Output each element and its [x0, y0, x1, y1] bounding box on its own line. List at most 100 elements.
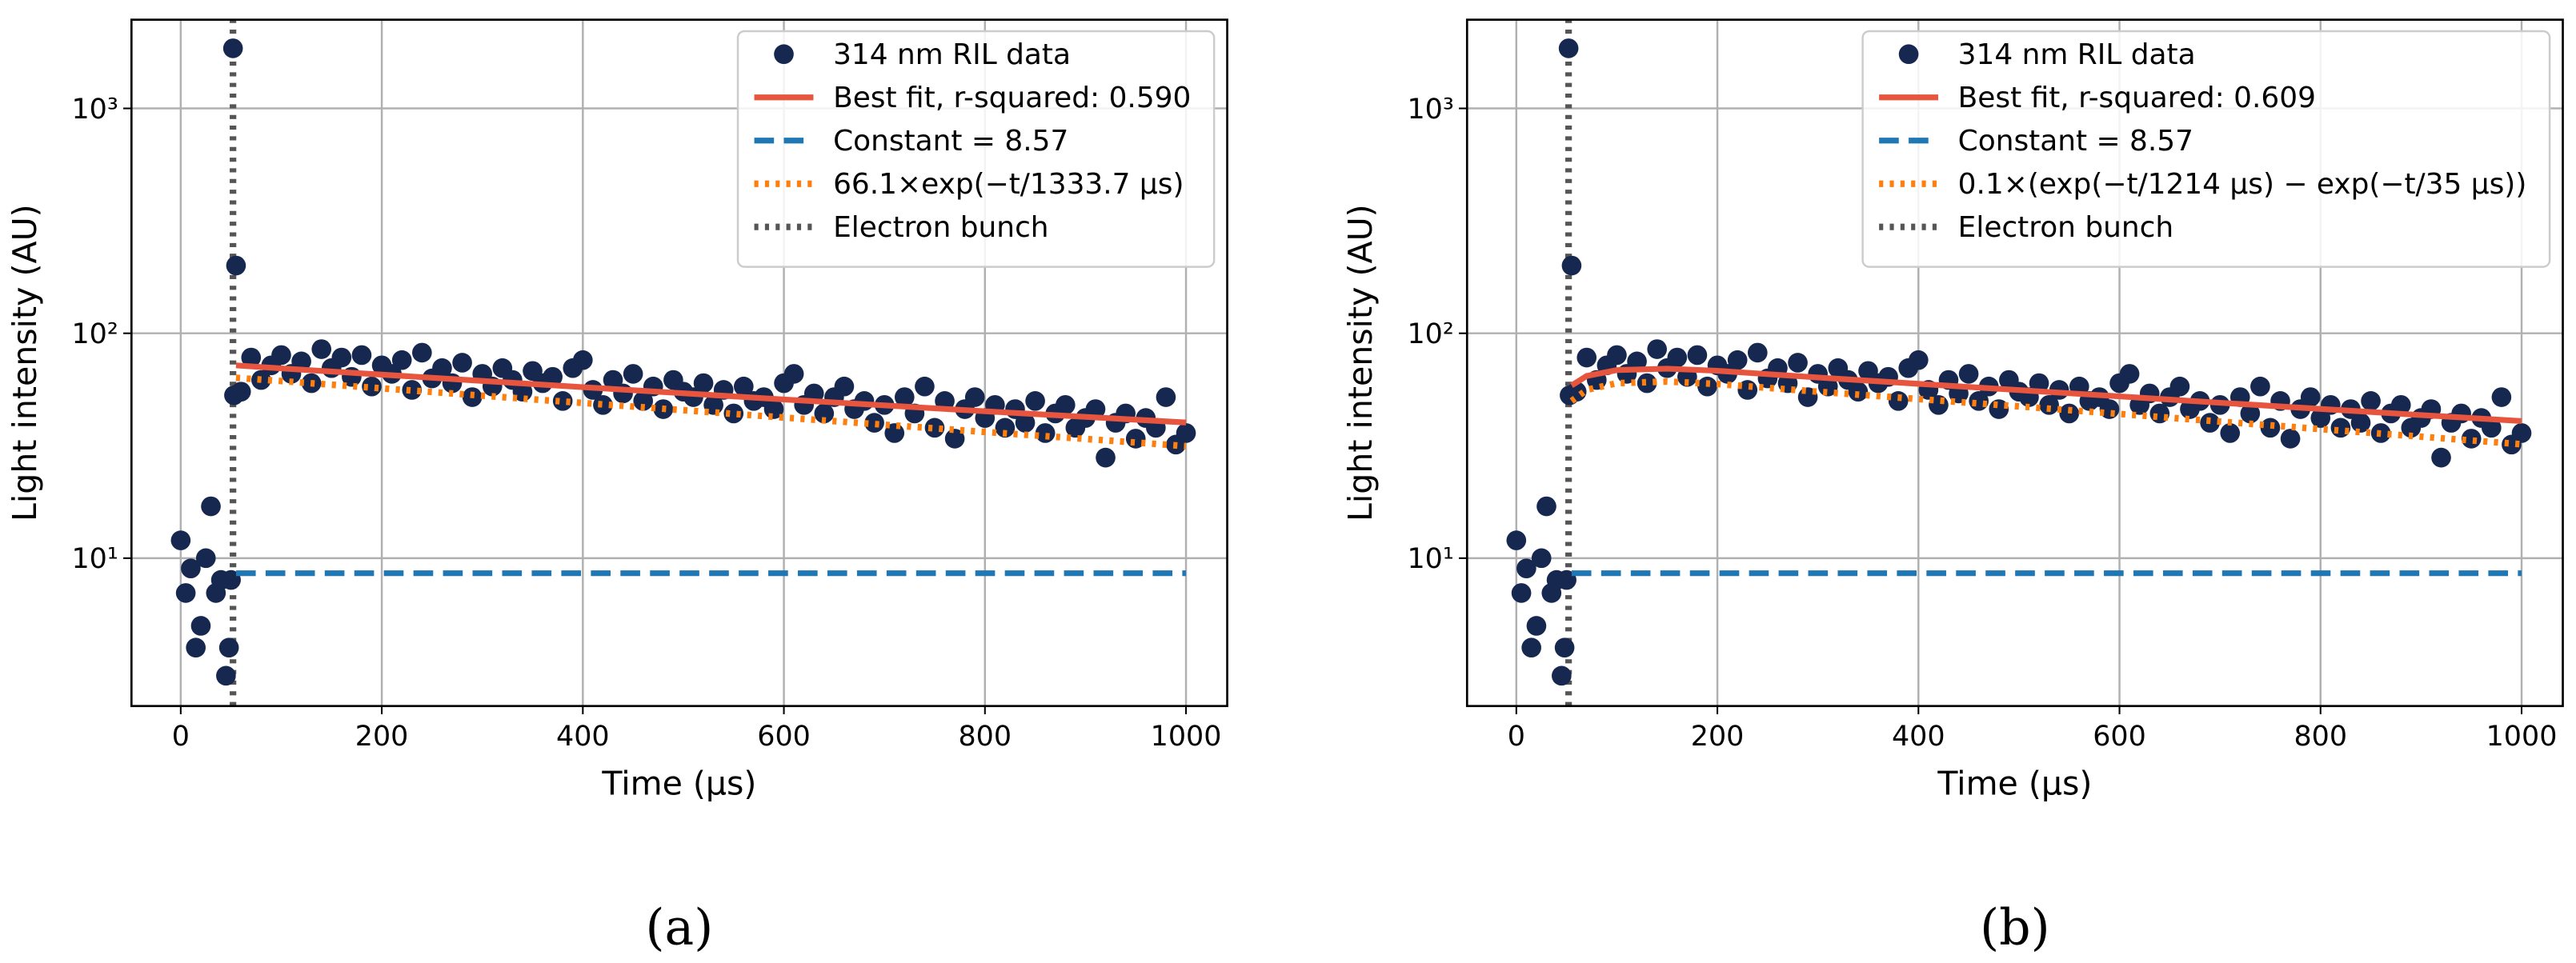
x-tick-label: 1000 — [1151, 721, 1222, 753]
data-point — [1085, 399, 1106, 419]
data-point — [593, 394, 613, 415]
data-point — [1687, 345, 1708, 366]
data-point — [1521, 637, 1541, 658]
data-point — [633, 391, 654, 411]
data-point — [944, 429, 965, 449]
x-tick-label: 0 — [172, 721, 190, 753]
data-point — [894, 387, 915, 407]
data-point — [391, 350, 412, 370]
data-point — [1888, 391, 1909, 411]
x-tick-label: 200 — [1691, 721, 1745, 753]
x-axis-label: Time (μs) — [601, 765, 756, 803]
data-point — [1526, 616, 1547, 636]
data-point — [1566, 382, 1587, 402]
data-point — [2361, 391, 2381, 411]
data-point — [1055, 394, 1076, 415]
axes-frame — [130, 18, 1228, 708]
y-tick-label: 10² — [72, 318, 118, 350]
x-tick-label: 800 — [959, 721, 1012, 753]
data-point — [331, 347, 352, 368]
data-point — [834, 376, 855, 397]
data-point — [2169, 376, 2190, 397]
data-point — [218, 637, 239, 658]
data-point — [186, 637, 206, 658]
data-point — [1667, 347, 1688, 368]
legend-label: Electron bunch — [1958, 211, 2174, 244]
data-point — [2280, 429, 2301, 449]
data-point — [1576, 347, 1597, 368]
data-point — [2029, 373, 2049, 394]
legend-label: Best fit, r-squared: 0.609 — [1958, 82, 2316, 114]
data-point — [1727, 350, 1748, 370]
x-tick-label: 200 — [355, 721, 409, 753]
data-point — [2482, 418, 2502, 438]
x-axis-label: Time (μs) — [1937, 765, 2092, 803]
legend-marker — [1898, 44, 1919, 65]
axes-frame — [1465, 18, 2564, 708]
data-point — [1015, 413, 1036, 433]
plot-area — [170, 19, 1196, 706]
legend-box — [1861, 30, 2551, 268]
data-point — [181, 558, 201, 579]
data-point — [864, 413, 884, 433]
data-point — [603, 370, 623, 390]
data-point — [573, 350, 593, 370]
data-point — [1788, 353, 1808, 373]
data-point — [995, 418, 1016, 438]
data-point — [1516, 558, 1536, 579]
data-point — [1561, 255, 1582, 276]
data-point — [1096, 447, 1116, 468]
data-point — [1035, 423, 1056, 443]
data-point — [2300, 387, 2321, 407]
data-point — [1637, 373, 1657, 394]
data-point — [1817, 376, 1838, 397]
legend-label: Constant = 8.57 — [833, 125, 1068, 158]
data-point — [552, 391, 573, 411]
data-point — [733, 376, 754, 397]
y-tick-label: 10³ — [72, 94, 118, 126]
legend-marker — [774, 44, 794, 65]
caption: (a) — [646, 898, 714, 956]
y-axis-label: Light intensity (AU) — [6, 204, 44, 521]
series-line — [1569, 366, 2522, 425]
data-point — [964, 387, 985, 407]
data-point — [723, 403, 744, 424]
data-point — [1558, 38, 1579, 58]
data-point — [1747, 342, 1768, 363]
data-point — [1556, 569, 1576, 590]
data-point — [170, 530, 191, 550]
y-axis-label: Light intensity (AU) — [1341, 204, 1380, 521]
data-point — [452, 353, 472, 373]
data-point — [2491, 387, 2512, 407]
y-tick-label: 10¹ — [1407, 543, 1453, 575]
data-point — [311, 339, 332, 359]
x-tick-label: 0 — [1508, 721, 1525, 753]
data-point — [1958, 364, 1979, 384]
data-point — [2039, 394, 2059, 415]
data-point — [915, 376, 935, 397]
data-point — [2059, 403, 2080, 424]
data-point — [1156, 387, 1176, 407]
y-tick-label: 10¹ — [72, 543, 118, 575]
data-point — [1554, 637, 1575, 658]
data-point — [2240, 403, 2261, 424]
series-line — [235, 374, 1187, 450]
legend-label: Electron bunch — [833, 211, 1049, 244]
legend-label: 66.1×exp(−t/1333.7 μs) — [833, 168, 1184, 201]
data-point — [924, 418, 945, 438]
data-point — [693, 373, 714, 394]
caption: (b) — [1980, 898, 2049, 956]
x-tick-label: 400 — [556, 721, 610, 753]
data-point — [201, 496, 221, 517]
data-point — [1531, 548, 1552, 569]
data-point — [432, 358, 452, 378]
legend-label: 314 nm RIL data — [1958, 38, 2196, 71]
data-point — [362, 376, 382, 397]
data-point — [216, 665, 236, 686]
data-point — [241, 347, 262, 368]
data-point — [1536, 496, 1556, 517]
data-point — [402, 380, 423, 400]
data-point — [2220, 423, 2241, 443]
